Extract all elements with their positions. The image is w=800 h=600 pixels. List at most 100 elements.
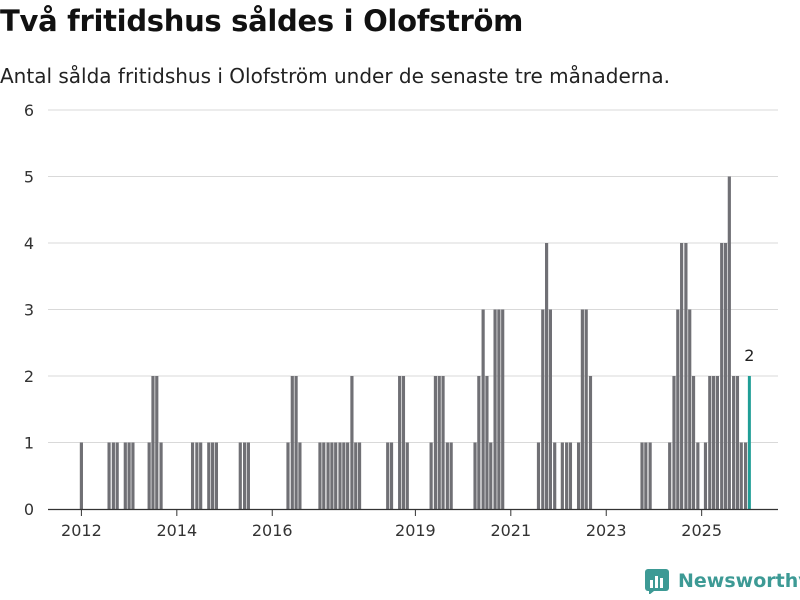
bar xyxy=(569,443,572,510)
bar xyxy=(112,443,115,510)
bar xyxy=(724,243,727,509)
bar xyxy=(80,443,83,510)
bar xyxy=(338,443,341,510)
y-tick-label: 0 xyxy=(24,500,34,519)
bar xyxy=(342,443,345,510)
bar xyxy=(565,443,568,510)
bar xyxy=(712,376,715,509)
bar xyxy=(195,443,198,510)
bar-highlight xyxy=(748,376,751,509)
bar xyxy=(450,443,453,510)
data-label: 2 xyxy=(744,346,754,365)
bar xyxy=(159,443,162,510)
bar xyxy=(692,376,695,509)
bar xyxy=(541,310,544,510)
bar xyxy=(155,376,158,509)
bar xyxy=(191,443,194,510)
bar xyxy=(334,443,337,510)
bar xyxy=(549,310,552,510)
bar xyxy=(736,376,739,509)
bar xyxy=(406,443,409,510)
data-labels: 2 xyxy=(744,346,754,365)
bar xyxy=(239,443,242,510)
bar xyxy=(668,443,671,510)
bar xyxy=(346,443,349,510)
bar xyxy=(247,443,250,510)
y-tick-label: 3 xyxy=(24,301,34,320)
bar xyxy=(537,443,540,510)
bar xyxy=(354,443,357,510)
bar xyxy=(720,243,723,509)
bar xyxy=(199,443,202,510)
x-tick-label: 2012 xyxy=(61,521,102,540)
bar xyxy=(688,310,691,510)
bar xyxy=(553,443,556,510)
bar xyxy=(744,443,747,510)
bar xyxy=(151,376,154,509)
bar xyxy=(716,376,719,509)
bar xyxy=(438,376,441,509)
bar xyxy=(696,443,699,510)
bar xyxy=(581,310,584,510)
bar xyxy=(493,310,496,510)
bar xyxy=(295,376,298,509)
bar xyxy=(489,443,492,510)
bar xyxy=(728,177,731,510)
bar xyxy=(485,376,488,509)
bar xyxy=(644,443,647,510)
newsworthy-logo-icon xyxy=(644,568,670,594)
brand-name: Newsworthy xyxy=(678,570,800,592)
bar xyxy=(326,443,329,510)
bar xyxy=(386,443,389,510)
x-tick-label: 2016 xyxy=(252,521,293,540)
bar xyxy=(243,443,246,510)
bar xyxy=(497,310,500,510)
bar xyxy=(561,443,564,510)
y-tick-label: 6 xyxy=(24,101,34,120)
bar xyxy=(708,376,711,509)
bar xyxy=(322,443,325,510)
bar xyxy=(298,443,301,510)
x-tick-label: 2014 xyxy=(156,521,197,540)
bar xyxy=(732,376,735,509)
bars xyxy=(80,177,751,510)
bar xyxy=(215,443,218,510)
bar xyxy=(589,376,592,509)
y-tick-label: 1 xyxy=(24,434,34,453)
bar xyxy=(545,243,548,509)
x-tick-label: 2021 xyxy=(490,521,531,540)
bar xyxy=(473,443,476,510)
bar xyxy=(446,443,449,510)
bar xyxy=(684,243,687,509)
bar xyxy=(402,376,405,509)
brand-logo[interactable]: Newsworthy xyxy=(644,568,800,594)
bar xyxy=(131,443,134,510)
bar xyxy=(330,443,333,510)
bar xyxy=(501,310,504,510)
bar xyxy=(128,443,131,510)
bar xyxy=(207,443,210,510)
bar xyxy=(649,443,652,510)
bar xyxy=(286,443,289,510)
bar xyxy=(672,376,675,509)
bar xyxy=(148,443,151,510)
bar xyxy=(477,376,480,509)
bar xyxy=(676,310,679,510)
x-tick-label: 2019 xyxy=(395,521,436,540)
x-tick-label: 2023 xyxy=(586,521,627,540)
bar xyxy=(358,443,361,510)
bar xyxy=(585,310,588,510)
bar xyxy=(398,376,401,509)
bar xyxy=(434,376,437,509)
bar xyxy=(350,376,353,509)
y-tick-label: 5 xyxy=(24,168,34,187)
bar xyxy=(704,443,707,510)
bar xyxy=(482,310,485,510)
bar xyxy=(318,443,321,510)
bar xyxy=(107,443,110,510)
y-tick-label: 2 xyxy=(24,367,34,386)
bar xyxy=(441,376,444,509)
y-tick-label: 4 xyxy=(24,234,34,253)
bar-chart: 01234562012 2014 2016 2019 2021 2023 2025 2 xyxy=(0,0,800,600)
bar xyxy=(577,443,580,510)
